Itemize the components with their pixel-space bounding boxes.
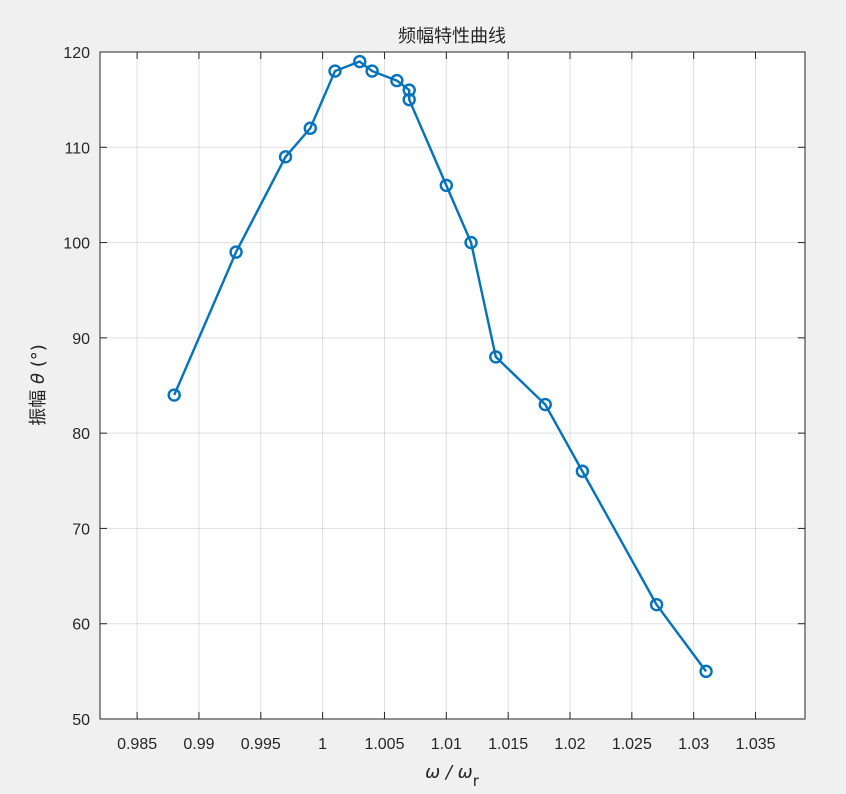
y-tick-label: 120 <box>63 45 90 62</box>
data-point <box>575 464 590 478</box>
x-tick-label: 0.99 <box>183 736 214 753</box>
x-tick-label: 1.035 <box>736 736 776 753</box>
x-tick-label: 1 <box>318 736 327 753</box>
x-tick-labels: 0.985 0.99 0.995 1 1.005 1.01 1.015 1.02 1.025 1.… <box>117 736 776 753</box>
data-point <box>538 397 552 412</box>
x-tick-label: 0.995 <box>241 736 281 753</box>
y-axis-label: 振幅 θ (°) <box>28 344 49 426</box>
data-point <box>402 83 416 97</box>
chart-title: 频幅特性曲线 <box>398 26 506 47</box>
data-point <box>365 64 379 78</box>
series-layer <box>167 54 713 679</box>
series-line <box>173 60 708 673</box>
x-tick-label: 1.025 <box>612 736 652 753</box>
plot-frame <box>99 51 806 720</box>
data-point <box>464 235 478 250</box>
x-axis-label: ω / ωr <box>425 762 480 790</box>
y-tick-label: 110 <box>64 140 90 157</box>
data-point <box>278 150 293 164</box>
y-tick-label: 90 <box>72 331 90 348</box>
data-point <box>328 64 342 78</box>
x-tick-label: 1.005 <box>364 736 404 753</box>
x-tick-label: 1.015 <box>488 736 528 753</box>
data-point <box>649 597 664 612</box>
data-point <box>167 388 181 402</box>
data-point <box>390 73 404 88</box>
y-tick-label: 80 <box>72 426 90 443</box>
data-point <box>353 54 367 69</box>
data-point <box>303 121 317 135</box>
x-tick-label: 0.985 <box>117 736 157 753</box>
y-tick-label: 50 <box>72 712 90 729</box>
x-tick-label: 1.02 <box>554 736 585 753</box>
data-point <box>229 245 243 259</box>
data-point <box>699 664 713 679</box>
y-tick-labels: 50 60 70 80 90 100 110 120 <box>63 45 90 729</box>
plot-area <box>100 52 805 719</box>
x-tick-label: 1.01 <box>431 736 462 753</box>
data-point <box>489 350 503 364</box>
y-tick-label: 70 <box>72 521 90 538</box>
x-tick-label: 1.03 <box>678 736 709 753</box>
data-point <box>402 92 416 107</box>
y-tick-label: 60 <box>72 617 90 634</box>
y-tick-label: 100 <box>63 236 90 253</box>
data-point <box>439 178 454 193</box>
axis-ticks <box>100 51 805 720</box>
